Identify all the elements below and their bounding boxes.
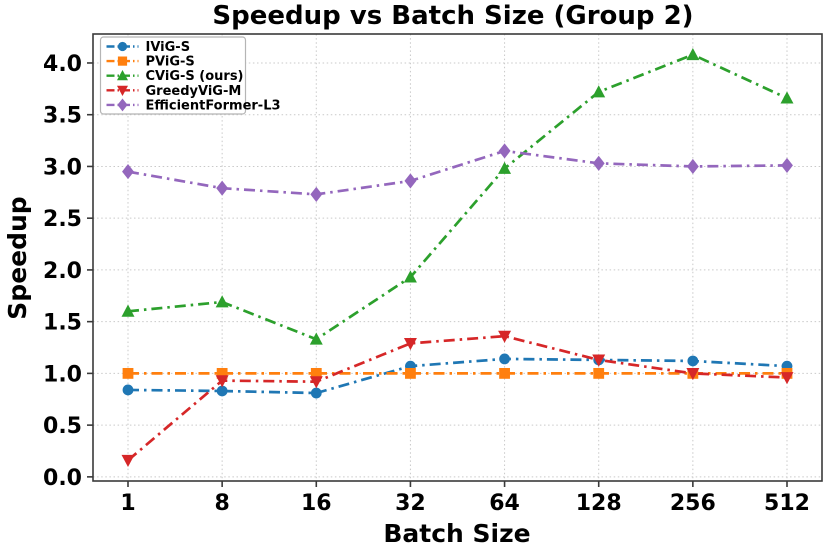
y-axis-label: Speedup (3, 196, 32, 319)
data-point-marker (405, 367, 416, 379)
x-tick-label: 8 (214, 491, 229, 516)
series-layer (121, 47, 794, 468)
data-point-marker (310, 186, 323, 202)
data-point-marker (309, 332, 323, 345)
legend-item: CViG-S (ours) (106, 69, 244, 84)
x-tick-label: 128 (576, 491, 622, 516)
data-point-marker (116, 85, 129, 97)
axis-layer: 0.0 0.5 1.0 1.5 2.0 2.5 3.0 3.5 4.0 1 8 16 32 64 128 25… (43, 52, 810, 516)
legend-item: IViG-S (106, 40, 191, 55)
x-tick-label: 64 (489, 491, 520, 516)
data-point-marker (403, 270, 417, 283)
legend-box (99, 36, 247, 115)
data-point-marker (121, 304, 135, 317)
data-point-marker (780, 372, 794, 385)
y-tick-label: 1.0 (43, 362, 82, 387)
data-point-marker (309, 376, 323, 389)
x-tick-label: 32 (395, 491, 426, 516)
series-line (127, 53, 788, 341)
y-tick-label: 0.0 (43, 466, 82, 491)
data-point-marker (498, 330, 512, 343)
series-line (127, 334, 788, 462)
legend-item: PViG-S (106, 55, 195, 70)
y-tick-label: 0.5 (43, 414, 82, 439)
series-line (127, 357, 788, 395)
data-point-marker (498, 143, 511, 159)
y-tick-label: 2.5 (43, 207, 82, 232)
data-point-marker (686, 47, 700, 61)
data-point-marker (404, 173, 417, 189)
data-point-marker (216, 385, 228, 397)
series-GreedyViG-M (121, 330, 794, 468)
legend-item-label: GreedyViG-M (146, 84, 242, 99)
legend-item-label: EfficientFormer-L3 (146, 98, 281, 113)
data-point-marker (310, 367, 322, 379)
y-tick-label: 2.0 (43, 259, 82, 284)
x-tick-label: 16 (301, 491, 332, 516)
y-tick-label: 3.0 (43, 155, 82, 180)
legend-item-label: IViG-S (146, 40, 191, 55)
data-point-marker (215, 375, 229, 388)
plot-border (92, 33, 823, 482)
data-point-marker (122, 164, 134, 180)
data-point-marker (216, 180, 229, 196)
legend-item-label: PViG-S (146, 55, 195, 70)
data-point-marker (592, 354, 606, 367)
data-point-marker (116, 69, 129, 81)
x-tick-label: 1 (120, 491, 135, 516)
data-point-marker (499, 353, 510, 365)
data-point-marker (499, 367, 510, 379)
data-point-marker (687, 355, 699, 367)
data-point-marker (121, 454, 135, 468)
data-point-marker (310, 387, 322, 399)
data-point-marker (122, 367, 134, 379)
data-point-marker (215, 295, 229, 308)
legend-item-label: CViG-S (ours) (146, 69, 244, 84)
x-tick-label: 512 (764, 491, 810, 516)
data-point-marker (117, 56, 128, 66)
data-point-marker (592, 85, 606, 98)
x-tick-label: 256 (670, 491, 716, 516)
data-point-marker (403, 337, 417, 351)
y-tick-label: 3.5 (43, 104, 82, 129)
y-tick-label: 1.5 (43, 311, 82, 336)
data-point-marker (780, 91, 794, 104)
data-point-marker (781, 157, 793, 173)
data-point-marker (592, 155, 605, 171)
x-axis-label: Batch Size (383, 519, 530, 548)
data-point-marker (686, 367, 700, 381)
data-point-marker (117, 98, 128, 112)
chart-title: Speedup vs Batch Size (Group 2) (212, 1, 693, 31)
series-EfficientFormer-L3 (122, 143, 793, 202)
data-point-marker (216, 367, 228, 379)
data-point-marker (498, 161, 512, 174)
data-point-marker (593, 367, 605, 379)
series-CViG-S-ours- (121, 47, 794, 345)
data-point-marker (686, 158, 699, 175)
series-line (127, 149, 788, 196)
y-tick-label: 4.0 (43, 52, 82, 77)
legend-item: GreedyViG-M (106, 84, 242, 99)
data-point-marker (117, 41, 128, 52)
legend-item: EfficientFormer-L3 (106, 98, 281, 113)
data-point-marker (122, 384, 134, 396)
